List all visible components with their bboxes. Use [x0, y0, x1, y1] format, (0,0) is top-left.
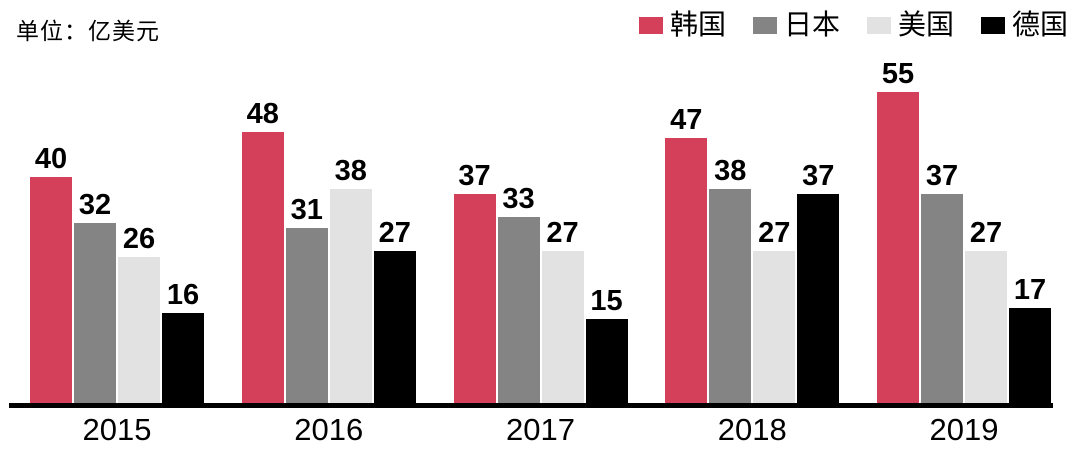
legend-item-4: 德国: [980, 9, 1068, 40]
bar-德国-2015: 16: [162, 281, 204, 404]
x-axis-label-2018: 2018: [717, 412, 787, 447]
legend-item-1: 韩国: [638, 9, 726, 40]
bar-value-label: 27: [378, 217, 411, 249]
legend-swatch-icon: [980, 16, 1005, 34]
legend-label: 德国: [1011, 9, 1068, 40]
bar-value-label: 37: [925, 160, 959, 192]
bar-value-label: 15: [590, 285, 623, 317]
bar-group-2019: 55 37 27 17: [877, 60, 1051, 404]
bar-美国-2017: 27: [541, 219, 584, 404]
bar-德国-2016: 27: [373, 219, 416, 404]
bar-value-label: 33: [502, 183, 535, 215]
bar-group-2016: 48 31 38 27: [241, 64, 416, 404]
bar-德国-2018: 37: [797, 162, 840, 404]
bar-value-label: 17: [1013, 274, 1047, 306]
bar-美国-2019: 27: [965, 219, 1007, 404]
bar-日本-2019: 37: [921, 162, 963, 404]
bar-value-label: 26: [122, 223, 156, 255]
bar-德国-2019: 17: [1009, 276, 1051, 404]
legend-label: 日本: [783, 9, 840, 40]
bar-value-label: 55: [881, 58, 915, 90]
bar-value-label: 38: [714, 155, 747, 187]
bar-日本-2017: 33: [497, 185, 540, 404]
legend-label: 美国: [897, 9, 954, 40]
bar-美国-2015: 26: [118, 225, 160, 404]
bar-韩国-2017: 37: [453, 162, 496, 404]
bar-韩国-2019: 55: [877, 60, 919, 404]
bar-value-label: 37: [802, 160, 835, 192]
bar-value-label: 31: [290, 194, 323, 226]
bar-美国-2018: 27: [753, 219, 796, 404]
bar-group-2017: 37 33 27 15: [453, 64, 628, 404]
x-axis-line: [9, 403, 1053, 408]
bar-value-label: 27: [969, 217, 1003, 249]
bar-value-label: 32: [78, 189, 112, 221]
plot-area: 40 32 26 16 48 31 38 27 37 33 27 15 47 38 27 37 55 37 27 17: [30, 60, 1051, 404]
bar-group-2015: 40 32 26 16: [30, 64, 204, 404]
bar-日本-2015: 32: [74, 191, 116, 404]
x-axis-label-2017: 2017: [506, 412, 575, 447]
bar-value-label: 47: [670, 104, 703, 136]
bar-value-label: 27: [758, 217, 791, 249]
legend: 韩国 日本 美国 德国: [638, 9, 1068, 40]
bar-韩国-2016: 48: [241, 100, 284, 404]
bar-日本-2016: 31: [285, 196, 328, 404]
legend-swatch-icon: [638, 16, 663, 34]
bar-日本-2018: 38: [709, 157, 752, 404]
bar-group-2018: 47 38 27 37: [665, 64, 840, 404]
legend-swatch-icon: [866, 16, 891, 34]
x-axis-label-2019: 2019: [929, 412, 999, 447]
x-axis-label-2016: 2016: [294, 412, 364, 447]
bar-value-label: 38: [334, 155, 367, 187]
legend-swatch-icon: [752, 16, 777, 34]
bar-value-label: 27: [546, 217, 579, 249]
bar-value-label: 37: [458, 160, 491, 192]
x-axis-labels: 2015 2016 2017 2018 2019: [30, 412, 1051, 447]
x-axis-label-2015: 2015: [82, 412, 152, 447]
legend-item-3: 美国: [866, 9, 954, 40]
bar-value-label: 16: [166, 279, 200, 311]
unit-label: 单位：亿美元: [16, 18, 160, 44]
bar-德国-2017: 15: [585, 287, 628, 404]
bar-韩国-2015: 40: [30, 145, 72, 404]
bar-value-label: 48: [246, 98, 279, 130]
legend-label: 韩国: [669, 9, 726, 40]
bar-韩国-2018: 47: [665, 106, 708, 404]
bar-value-label: 40: [34, 143, 68, 175]
bar-美国-2016: 38: [329, 157, 372, 404]
legend-item-2: 日本: [752, 9, 840, 40]
